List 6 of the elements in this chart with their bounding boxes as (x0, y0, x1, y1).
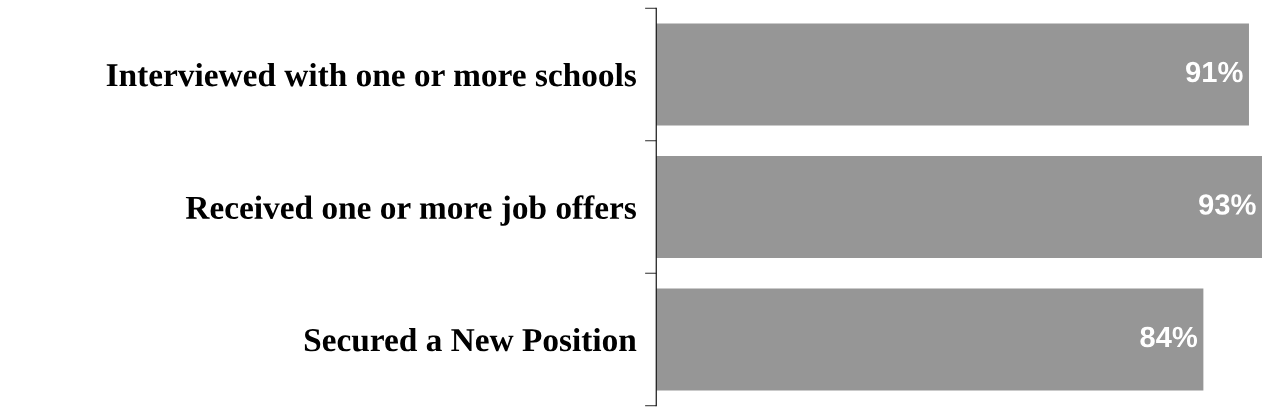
data-label: 84% (1140, 326, 1198, 348)
y-tick-label: Received one or more job offers (185, 195, 636, 226)
y-tick-label: Interviewed with one or more schools (106, 62, 636, 87)
data-label: 93% (1199, 194, 1256, 215)
data-label: 91% (1186, 61, 1243, 83)
y-tick-label: Secured a New Position (304, 327, 637, 352)
